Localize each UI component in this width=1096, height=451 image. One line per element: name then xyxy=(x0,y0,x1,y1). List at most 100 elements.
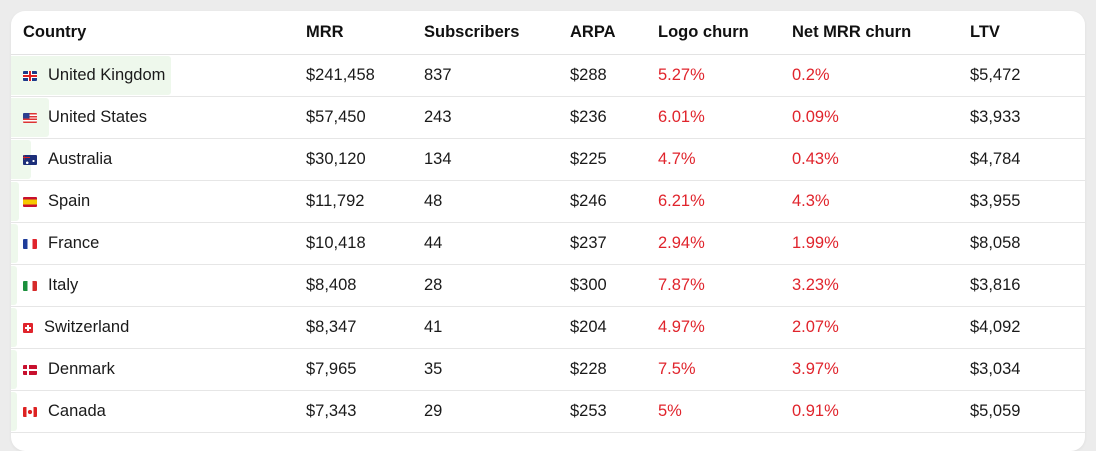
logo-churn-value: 4.97% xyxy=(658,306,792,349)
arpa-value: $300 xyxy=(570,264,658,307)
arpa-value: $228 xyxy=(570,348,658,391)
country-cell[interactable]: Switzerland xyxy=(11,306,306,349)
net-mrr-churn-value: 0.09% xyxy=(792,96,970,139)
table-row[interactable]: Canada $7,343 29 $253 5% 0.91% $5,059 xyxy=(11,390,1085,433)
table-row[interactable]: Spain $11,792 48 $246 6.21% 4.3% $3,955 xyxy=(11,180,1085,223)
country-metrics-card: Country MRR Subscribers ARPA Logo churn … xyxy=(11,11,1085,451)
logo-churn-value: 6.01% xyxy=(658,96,792,139)
net-mrr-churn-value: 1.99% xyxy=(792,222,970,265)
table-row[interactable]: France $10,418 44 $237 2.94% 1.99% $8,05… xyxy=(11,222,1085,265)
country-name: United Kingdom xyxy=(48,66,166,84)
subscribers-value: 29 xyxy=(424,390,570,433)
country-cell[interactable]: Canada xyxy=(11,390,306,433)
logo-churn-value: 7.5% xyxy=(658,348,792,391)
country-name: Canada xyxy=(48,402,106,420)
header-logo-churn[interactable]: Logo churn xyxy=(658,11,792,55)
country-name: Spain xyxy=(48,192,91,210)
logo-churn-value: 2.94% xyxy=(658,222,792,265)
table-row[interactable]: United Kingdom $241,458 837 $288 5.27% 0… xyxy=(11,54,1085,97)
arpa-value: $237 xyxy=(570,222,658,265)
arpa-value: $253 xyxy=(570,390,658,433)
country-name: Denmark xyxy=(48,360,115,378)
net-mrr-churn-value: 2.07% xyxy=(792,306,970,349)
net-mrr-churn-value: 0.2% xyxy=(792,54,970,97)
logo-churn-value: 5% xyxy=(658,390,792,433)
france-flag-icon xyxy=(23,238,37,249)
subscribers-value: 243 xyxy=(424,96,570,139)
mrr-share-bar xyxy=(11,224,18,263)
australia-flag-icon xyxy=(23,154,37,165)
ltv-value: $8,058 xyxy=(970,222,1085,265)
mrr-value: $57,450 xyxy=(306,96,424,139)
subscribers-value: 41 xyxy=(424,306,570,349)
country-cell[interactable]: France xyxy=(11,222,306,265)
header-arpa[interactable]: ARPA xyxy=(570,11,658,55)
table-row[interactable]: Switzerland $8,347 41 $204 4.97% 2.07% $… xyxy=(11,306,1085,349)
net-mrr-churn-value: 0.91% xyxy=(792,390,970,433)
ltv-value: $3,034 xyxy=(970,348,1085,391)
table-header-row: Country MRR Subscribers ARPA Logo churn … xyxy=(11,11,1085,55)
mrr-value: $30,120 xyxy=(306,138,424,181)
country-cell[interactable]: Spain xyxy=(11,180,306,223)
country-cell[interactable]: United Kingdom xyxy=(11,54,306,97)
mrr-value: $7,965 xyxy=(306,348,424,391)
arpa-value: $225 xyxy=(570,138,658,181)
subscribers-value: 837 xyxy=(424,54,570,97)
country-name: France xyxy=(48,234,100,252)
ltv-value: $5,059 xyxy=(970,390,1085,433)
ltv-value: $3,933 xyxy=(970,96,1085,139)
ltv-value: $5,472 xyxy=(970,54,1085,97)
header-ltv[interactable]: LTV xyxy=(970,11,1085,55)
header-mrr[interactable]: MRR xyxy=(306,11,424,55)
country-cell[interactable]: United States xyxy=(11,96,306,139)
arpa-value: $246 xyxy=(570,180,658,223)
country-cell[interactable]: Denmark xyxy=(11,348,306,391)
subscribers-value: 44 xyxy=(424,222,570,265)
country-name: Switzerland xyxy=(44,318,130,336)
subscribers-value: 28 xyxy=(424,264,570,307)
mrr-share-bar xyxy=(11,182,19,221)
subscribers-value: 134 xyxy=(424,138,570,181)
spain-flag-icon xyxy=(23,196,37,207)
ltv-value: $3,816 xyxy=(970,264,1085,307)
ltv-value: $4,784 xyxy=(970,138,1085,181)
uk-flag-icon xyxy=(23,70,37,81)
header-net-mrr-churn[interactable]: Net MRR churn xyxy=(792,11,970,55)
mrr-share-bar xyxy=(11,140,31,179)
header-subscribers[interactable]: Subscribers xyxy=(424,11,570,55)
subscribers-value: 48 xyxy=(424,180,570,223)
country-name: Australia xyxy=(48,150,113,168)
net-mrr-churn-value: 3.23% xyxy=(792,264,970,307)
mrr-value: $8,408 xyxy=(306,264,424,307)
italy-flag-icon xyxy=(23,280,37,291)
arpa-value: $236 xyxy=(570,96,658,139)
mrr-share-bar xyxy=(11,56,171,95)
table-row[interactable]: Australia $30,120 134 $225 4.7% 0.43% $4… xyxy=(11,138,1085,181)
ltv-value: $3,955 xyxy=(970,180,1085,223)
arpa-value: $288 xyxy=(570,54,658,97)
canada-flag-icon xyxy=(23,406,37,417)
subscribers-value: 35 xyxy=(424,348,570,391)
country-metrics-table: Country MRR Subscribers ARPA Logo churn … xyxy=(11,11,1085,433)
mrr-share-bar xyxy=(11,392,17,431)
net-mrr-churn-value: 4.3% xyxy=(792,180,970,223)
mrr-value: $8,347 xyxy=(306,306,424,349)
mrr-share-bar xyxy=(11,350,17,389)
country-name: Italy xyxy=(48,276,79,294)
header-country[interactable]: Country xyxy=(11,11,306,55)
mrr-value: $10,418 xyxy=(306,222,424,265)
ltv-value: $4,092 xyxy=(970,306,1085,349)
country-cell[interactable]: Italy xyxy=(11,264,306,307)
table-row[interactable]: Denmark $7,965 35 $228 7.5% 3.97% $3,034 xyxy=(11,348,1085,391)
logo-churn-value: 7.87% xyxy=(658,264,792,307)
arpa-value: $204 xyxy=(570,306,658,349)
country-name: United States xyxy=(48,108,148,126)
table-row[interactable]: United States $57,450 243 $236 6.01% 0.0… xyxy=(11,96,1085,139)
mrr-value: $11,792 xyxy=(306,180,424,223)
country-cell[interactable]: Australia xyxy=(11,138,306,181)
table-row[interactable]: Italy $8,408 28 $300 7.87% 3.23% $3,816 xyxy=(11,264,1085,307)
us-flag-icon xyxy=(23,112,37,123)
logo-churn-value: 6.21% xyxy=(658,180,792,223)
mrr-value: $7,343 xyxy=(306,390,424,433)
logo-churn-value: 5.27% xyxy=(658,54,792,97)
